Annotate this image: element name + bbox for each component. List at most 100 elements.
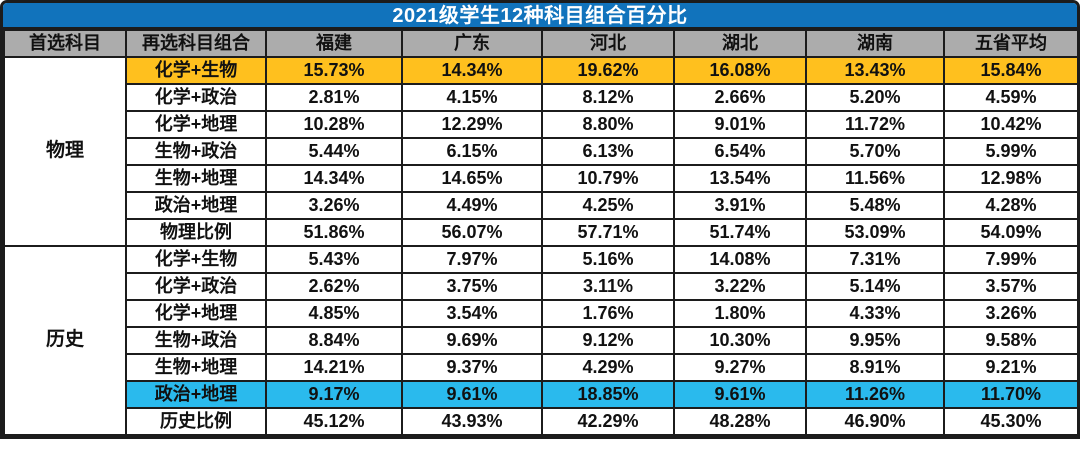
- percent-cell: 14.21%: [265, 353, 403, 382]
- percent-cell: 15.73%: [265, 56, 403, 85]
- col-header-five-province-average: 五省平均: [943, 29, 1077, 58]
- table-row: 物理比例 51.86% 56.07% 57.71% 51.74% 53.09% …: [4, 218, 1077, 247]
- percent-cell: 4.15%: [401, 83, 543, 112]
- col-header-fujian: 福建: [265, 29, 403, 58]
- percent-cell: 8.12%: [541, 83, 675, 112]
- table-row: 化学+政治 2.62% 3.75% 3.11% 3.22% 5.14% 3.57…: [4, 272, 1077, 301]
- percent-cell: 2.66%: [673, 83, 807, 112]
- table-container: 2021级学生12种科目组合百分比 首选科目 再选科目组合 福建 广东 河北 湖…: [0, 0, 1080, 439]
- combo-cell: 化学+政治: [125, 272, 267, 301]
- percent-cell: 9.12%: [541, 326, 675, 355]
- percent-cell: 5.16%: [541, 245, 675, 274]
- percent-cell: 3.11%: [541, 272, 675, 301]
- percent-cell: 4.33%: [805, 299, 945, 328]
- percent-cell: 4.59%: [943, 83, 1077, 112]
- percent-cell: 14.08%: [673, 245, 807, 274]
- percent-cell: 18.85%: [541, 380, 675, 409]
- percent-cell: 9.58%: [943, 326, 1077, 355]
- percent-cell: 51.74%: [673, 218, 807, 247]
- percent-cell: 11.56%: [805, 164, 945, 193]
- percent-cell: 5.99%: [943, 137, 1077, 166]
- percent-cell: 6.15%: [401, 137, 543, 166]
- percent-cell: 3.57%: [943, 272, 1077, 301]
- percent-cell: 46.90%: [805, 407, 945, 436]
- percent-cell: 45.30%: [943, 407, 1077, 436]
- table-row: 物理 化学+生物 15.73% 14.34% 19.62% 16.08% 13.…: [3, 56, 1077, 247]
- percent-cell: 5.48%: [805, 191, 945, 220]
- combo-cell: 物理比例: [125, 218, 267, 247]
- percent-cell: 14.65%: [401, 164, 543, 193]
- percent-cell: 8.80%: [541, 110, 675, 139]
- percent-cell: 9.27%: [673, 353, 807, 382]
- combo-cell: 历史比例: [125, 407, 267, 436]
- percent-cell: 4.25%: [541, 191, 675, 220]
- percent-cell: 53.09%: [805, 218, 945, 247]
- percent-cell: 12.98%: [943, 164, 1077, 193]
- percent-cell: 4.28%: [943, 191, 1077, 220]
- percent-cell: 2.81%: [265, 83, 403, 112]
- percent-cell: 5.70%: [805, 137, 945, 166]
- subject-combination-table: 首选科目 再选科目组合 福建 广东 河北 湖北 湖南 五省平均 物理 化学+生物…: [3, 29, 1077, 436]
- percent-cell: 4.49%: [401, 191, 543, 220]
- percent-cell: 9.01%: [673, 110, 807, 139]
- percent-cell: 9.17%: [265, 380, 403, 409]
- percent-cell: 3.22%: [673, 272, 807, 301]
- percent-cell: 11.70%: [943, 380, 1077, 409]
- table-row: 化学+政治 2.81% 4.15% 8.12% 2.66% 5.20% 4.59…: [4, 83, 1077, 112]
- percent-cell: 7.31%: [805, 245, 945, 274]
- table-row: 生物+地理 14.21% 9.37% 4.29% 9.27% 8.91% 9.2…: [4, 353, 1077, 382]
- col-header-hunan: 湖南: [805, 29, 945, 58]
- table-row: 生物+政治 8.84% 9.69% 9.12% 10.30% 9.95% 9.5…: [4, 326, 1077, 355]
- percent-cell: 1.80%: [673, 299, 807, 328]
- percent-cell: 8.84%: [265, 326, 403, 355]
- percent-cell: 10.79%: [541, 164, 675, 193]
- percent-cell: 19.62%: [541, 56, 675, 85]
- percent-cell: 10.28%: [265, 110, 403, 139]
- percent-cell: 10.30%: [673, 326, 807, 355]
- percent-cell: 3.54%: [401, 299, 543, 328]
- percent-cell: 6.54%: [673, 137, 807, 166]
- percent-cell: 11.26%: [805, 380, 945, 409]
- col-header-hebei: 河北: [541, 29, 675, 58]
- percent-cell: 15.84%: [943, 56, 1077, 85]
- percent-cell: 57.71%: [541, 218, 675, 247]
- combo-cell: 化学+地理: [125, 299, 267, 328]
- percent-cell: 5.43%: [265, 245, 403, 274]
- group-cell-history: 历史: [3, 245, 127, 436]
- table-title: 2021级学生12种科目组合百分比: [3, 3, 1077, 29]
- percent-cell: 4.85%: [265, 299, 403, 328]
- combo-cell: 化学+地理: [125, 110, 267, 139]
- combo-cell: 政治+地理: [125, 191, 267, 220]
- col-header-first-choice: 首选科目: [3, 29, 127, 58]
- percent-cell: 9.21%: [943, 353, 1077, 382]
- table-row: 生物+地理 14.34% 14.65% 10.79% 13.54% 11.56%…: [4, 164, 1077, 193]
- percent-cell: 5.20%: [805, 83, 945, 112]
- table-row: 政治+地理 9.17% 9.61% 18.85% 9.61% 11.26% 11…: [4, 380, 1077, 409]
- percent-cell: 13.43%: [805, 56, 945, 85]
- percent-cell: 48.28%: [673, 407, 807, 436]
- percent-cell: 45.12%: [265, 407, 403, 436]
- percent-cell: 9.69%: [401, 326, 543, 355]
- percent-cell: 14.34%: [401, 56, 543, 85]
- percent-cell: 3.75%: [401, 272, 543, 301]
- percent-cell: 42.29%: [541, 407, 675, 436]
- combo-cell: 生物+政治: [125, 326, 267, 355]
- combo-cell: 生物+政治: [125, 137, 267, 166]
- percent-cell: 5.44%: [265, 137, 403, 166]
- percent-cell: 14.34%: [265, 164, 403, 193]
- combo-cell: 生物+地理: [125, 164, 267, 193]
- combo-cell: 生物+地理: [125, 353, 267, 382]
- percent-cell: 10.42%: [943, 110, 1077, 139]
- percent-cell: 11.72%: [805, 110, 945, 139]
- percent-cell: 16.08%: [673, 56, 807, 85]
- percent-cell: 54.09%: [943, 218, 1077, 247]
- percent-cell: 56.07%: [401, 218, 543, 247]
- percent-cell: 12.29%: [401, 110, 543, 139]
- table-row: 化学+地理 10.28% 12.29% 8.80% 9.01% 11.72% 1…: [4, 110, 1077, 139]
- group-cell-physics: 物理: [3, 56, 127, 247]
- percent-cell: 9.95%: [805, 326, 945, 355]
- table-row: 化学+地理 4.85% 3.54% 1.76% 1.80% 4.33% 3.26…: [4, 299, 1077, 328]
- percent-cell: 9.61%: [401, 380, 543, 409]
- percent-cell: 4.29%: [541, 353, 675, 382]
- combo-cell: 政治+地理: [125, 380, 267, 409]
